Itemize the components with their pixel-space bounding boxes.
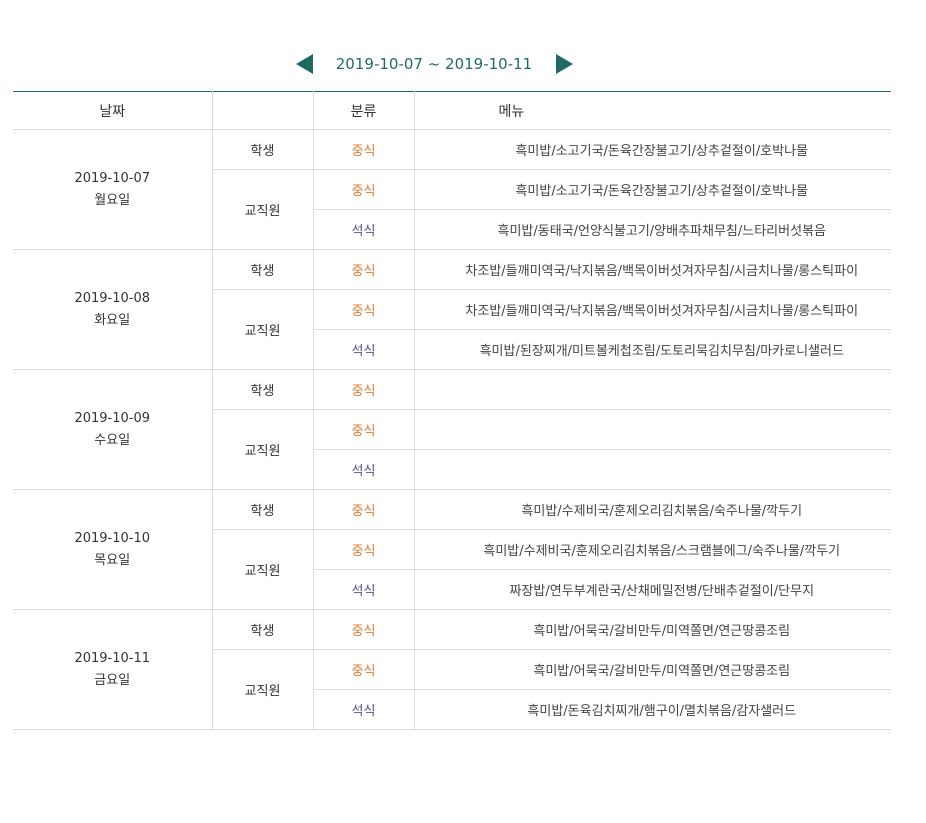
header-date: 날짜 (13, 91, 213, 130)
table-row: 교직원 중식 차조밥/들깨미역국/낙지볶음/백목이버섯겨자무침/시금치나물/롱스… (13, 289, 891, 370)
meal-category: 석식 (313, 329, 415, 370)
meal-category: 석식 (313, 569, 415, 610)
target-staff: 교직원 (212, 649, 314, 730)
day-weekday: 목요일 (94, 552, 131, 568)
target-student: 학생 (212, 129, 314, 170)
day-date: 2019-10-08 (74, 290, 151, 306)
week-range-label: 2019-10-07 ~ 2019-10-11 (335, 55, 533, 73)
meal-items: 짜장밥/연두부계란국/산채메밀전병/단배추겉절이/단무지 (414, 569, 891, 610)
day-date: 2019-10-07 (74, 170, 151, 186)
meal-category: 중식 (313, 129, 415, 170)
meal-category: 중식 (313, 409, 415, 450)
day-date: 2019-10-09 (74, 410, 151, 426)
day-cell: 2019-10-10 목요일 (13, 489, 213, 610)
meal-category: 중식 (313, 369, 415, 410)
next-week-arrow-icon[interactable] (556, 54, 573, 74)
table-row: 석식 흑미밥/돈육김치찌개/햄구이/멸치볶음/감자샐러드 (13, 689, 891, 730)
table-row: 석식 (13, 449, 891, 490)
meal-items: 흑미밥/수제비국/훈제오리김치볶음/숙주나물/깍두기 (414, 489, 891, 530)
previous-week-arrow-icon[interactable] (296, 54, 313, 74)
meal-items (414, 369, 891, 410)
day-weekday: 금요일 (94, 672, 131, 688)
meal-category: 석식 (313, 689, 415, 730)
meal-category: 중식 (313, 169, 415, 210)
meal-category: 중식 (313, 609, 415, 650)
meal-items: 흑미밥/된장찌개/미트볼케첩조림/도토리묵김치무침/마카로니샐러드 (414, 329, 891, 370)
meal-category: 중식 (313, 529, 415, 570)
meal-category: 석식 (313, 209, 415, 250)
target-staff: 교직원 (212, 169, 314, 250)
day-weekday: 월요일 (94, 192, 131, 208)
meal-items: 흑미밥/소고기국/돈육간장불고기/상추겉절이/호박나물 (414, 169, 891, 210)
meal-items: 흑미밥/소고기국/돈육간장불고기/상추겉절이/호박나물 (414, 129, 891, 170)
day-cell: 2019-10-09 수요일 (13, 369, 213, 490)
table-row: 2019-10-10 목요일 학생 중식 흑미밥/수제비국/훈제오리김치볶음/숙… (13, 489, 891, 610)
meal-category: 석식 (313, 449, 415, 490)
day-cell: 2019-10-08 화요일 (13, 249, 213, 370)
target-student: 학생 (212, 489, 314, 530)
day-cell: 2019-10-07 월요일 (13, 129, 213, 250)
meal-items: 차조밥/들깨미역국/낙지볶음/백목이버섯겨자무침/시금치나물/롱스틱파이 (414, 289, 891, 330)
target-staff: 교직원 (212, 529, 314, 610)
table-header-row: 날짜 분류 메뉴 (13, 91, 891, 130)
meal-items: 차조밥/들깨미역국/낙지볶음/백목이버섯겨자무침/시금치나물/롱스틱파이 (414, 249, 891, 290)
meal-items: 흑미밥/동태국/언양식불고기/양배추파채무침/느타리버섯볶음 (414, 209, 891, 250)
meal-category: 중식 (313, 649, 415, 690)
table-row: 교직원 중식 흑미밥/수제비국/훈제오리김치볶음/스크램블에그/숙주나물/깍두기 (13, 529, 891, 610)
day-date: 2019-10-11 (74, 650, 151, 666)
day-date: 2019-10-10 (74, 530, 151, 546)
table-row: 석식 흑미밥/동태국/언양식불고기/양배추파채무침/느타리버섯볶음 (13, 209, 891, 250)
target-student: 학생 (212, 369, 314, 410)
header-target (212, 91, 314, 130)
target-staff: 교직원 (212, 409, 314, 490)
day-cell: 2019-10-11 금요일 (13, 609, 213, 730)
meal-category: 중식 (313, 489, 415, 530)
meal-items (414, 449, 891, 490)
target-student: 학생 (212, 249, 314, 290)
meal-category: 중식 (313, 249, 415, 290)
target-staff: 교직원 (212, 289, 314, 370)
table-row: 교직원 중식 (13, 409, 891, 490)
week-navigation: 2019-10-07 ~ 2019-10-11 (0, 52, 926, 76)
table-row: 석식 짜장밥/연두부계란국/산채메밀전병/단배추겉절이/단무지 (13, 569, 891, 610)
meal-items: 흑미밥/어묵국/갈비만두/미역쫄면/연근땅콩조림 (414, 649, 891, 690)
target-student: 학생 (212, 609, 314, 650)
header-category: 분류 (313, 91, 415, 130)
header-menu: 메뉴 (414, 91, 891, 130)
meal-category: 중식 (313, 289, 415, 330)
day-weekday: 수요일 (94, 432, 131, 448)
table-row: 2019-10-11 금요일 학생 중식 흑미밥/어묵국/갈비만두/미역쫄면/연… (13, 609, 891, 730)
meal-items: 흑미밥/어묵국/갈비만두/미역쫄면/연근땅콩조림 (414, 609, 891, 650)
table-row: 교직원 중식 흑미밥/어묵국/갈비만두/미역쫄면/연근땅콩조림 (13, 649, 891, 730)
meal-items: 흑미밥/돈육김치찌개/햄구이/멸치볶음/감자샐러드 (414, 689, 891, 730)
table-row: 2019-10-08 화요일 학생 중식 차조밥/들깨미역국/낙지볶음/백목이버… (13, 249, 891, 370)
day-weekday: 화요일 (94, 312, 131, 328)
table-row: 교직원 중식 흑미밥/소고기국/돈육간장불고기/상추겉절이/호박나물 (13, 169, 891, 250)
meal-items: 흑미밥/수제비국/훈제오리김치볶음/스크램블에그/숙주나물/깍두기 (414, 529, 891, 570)
meal-menu-table: 날짜 분류 메뉴 2019-10-07 월요일 학생 중식 흑미밥/소고기국/돈… (13, 91, 891, 730)
table-row: 2019-10-09 수요일 학생 중식 (13, 369, 891, 490)
table-row: 2019-10-07 월요일 학생 중식 흑미밥/소고기국/돈육간장불고기/상추… (13, 129, 891, 250)
meal-items (414, 409, 891, 450)
table-row: 석식 흑미밥/된장찌개/미트볼케첩조림/도토리묵김치무침/마카로니샐러드 (13, 329, 891, 370)
